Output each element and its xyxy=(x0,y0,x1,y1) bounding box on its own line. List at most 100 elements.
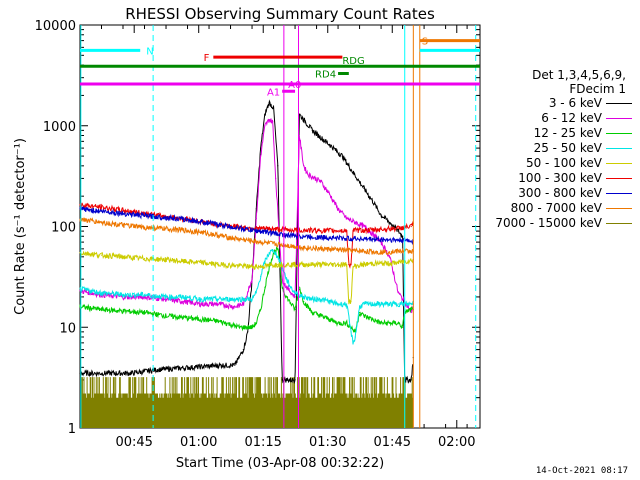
x-tick-label: 02:00 xyxy=(438,435,475,450)
data-point xyxy=(328,300,331,303)
data-point xyxy=(234,226,236,228)
data-point xyxy=(397,239,399,241)
legend-swatch xyxy=(606,178,632,179)
data-point xyxy=(363,263,365,266)
data-point xyxy=(410,225,412,228)
data-point xyxy=(251,266,253,268)
data-point xyxy=(285,278,288,280)
legend-entry: 100 - 300 keV xyxy=(486,171,634,185)
data-point xyxy=(217,234,219,236)
data-point xyxy=(380,239,382,241)
data-point xyxy=(303,246,305,248)
chart-title: RHESSI Observing Summary Count Rates xyxy=(125,5,435,23)
data-point xyxy=(182,300,184,303)
legend-entry: 50 - 100 keV xyxy=(486,156,634,170)
data-point xyxy=(303,263,305,266)
data-point xyxy=(285,229,288,231)
legend-entry: 6 - 12 keV xyxy=(486,111,634,125)
x-tick-label: 01:15 xyxy=(244,435,281,450)
legend-entry: 25 - 50 keV xyxy=(486,141,634,155)
data-point xyxy=(182,218,184,220)
data-point xyxy=(346,249,348,251)
data-point xyxy=(143,311,146,314)
y-axis-label: Count Rate (s⁻¹ detector⁻¹) xyxy=(13,138,28,315)
data-point xyxy=(320,248,322,250)
y-tick-label: 100 xyxy=(51,221,76,236)
series-800-7000-kev xyxy=(79,217,414,256)
series-50-100-kev xyxy=(79,250,414,305)
data-point xyxy=(199,220,201,223)
data-point xyxy=(79,288,81,290)
data-point xyxy=(290,286,292,288)
series-12-25-kev xyxy=(79,246,414,334)
data-point xyxy=(354,237,356,240)
data-point xyxy=(268,119,270,121)
data-point xyxy=(397,227,399,229)
data-point xyxy=(371,229,374,231)
data-point xyxy=(348,263,350,266)
data-point xyxy=(298,286,300,288)
data-point xyxy=(182,260,184,262)
legend-swatch xyxy=(606,148,632,149)
data-point xyxy=(397,250,399,252)
legend-entry: 800 - 7000 keV xyxy=(486,201,634,215)
x-tick-label: 01:45 xyxy=(374,435,411,450)
data-point xyxy=(389,322,391,324)
legend-label: 25 - 50 keV xyxy=(533,141,602,155)
data-point xyxy=(217,320,219,322)
data-point xyxy=(260,155,262,157)
data-point xyxy=(165,258,167,261)
data-point xyxy=(328,318,331,320)
data-point xyxy=(251,278,253,280)
data-point xyxy=(346,217,348,220)
data-point xyxy=(277,256,279,258)
data-point xyxy=(371,238,374,240)
data-point xyxy=(277,165,279,167)
data-point xyxy=(100,308,103,311)
data-point xyxy=(122,212,124,214)
data-point xyxy=(234,306,236,308)
data-point xyxy=(410,379,412,381)
data-point xyxy=(268,101,270,104)
data-point xyxy=(328,263,331,266)
data-point xyxy=(410,259,412,262)
data-point xyxy=(285,296,288,298)
y-tick-label: 10000 xyxy=(35,19,76,34)
data-point xyxy=(255,292,257,294)
data-point xyxy=(225,322,227,324)
data-point xyxy=(389,239,391,241)
legend-label: 7000 - 15000 keV xyxy=(495,216,602,230)
data-point xyxy=(277,263,279,266)
data-point xyxy=(268,232,270,234)
data-point xyxy=(242,298,244,300)
data-point xyxy=(251,229,253,231)
data-point xyxy=(221,364,223,366)
data-point xyxy=(363,315,365,317)
data-point xyxy=(348,300,350,303)
data-point xyxy=(143,294,146,296)
data-point xyxy=(371,262,374,264)
data-point xyxy=(79,208,81,210)
data-point xyxy=(363,238,365,240)
data-point xyxy=(272,107,275,109)
data-point xyxy=(354,336,356,338)
data-point xyxy=(156,369,158,371)
legend-entry: 3 - 6 keV xyxy=(486,96,634,110)
data-point xyxy=(311,298,313,300)
data-point xyxy=(397,261,399,263)
data-point xyxy=(260,147,262,149)
data-point xyxy=(285,244,288,246)
data-point xyxy=(165,315,167,317)
data-point xyxy=(410,250,412,252)
data-point xyxy=(217,223,219,225)
series-3-6-kev xyxy=(79,99,414,385)
data-point xyxy=(217,303,219,305)
data-point xyxy=(182,229,184,231)
data-point xyxy=(371,251,374,253)
data-point xyxy=(311,129,313,131)
data-point xyxy=(363,250,365,252)
legend-swatch xyxy=(606,223,632,224)
data-point xyxy=(389,256,391,258)
data-point xyxy=(242,349,244,351)
legend-header-line-1: Det 1,3,4,5,6,9, xyxy=(532,68,626,82)
